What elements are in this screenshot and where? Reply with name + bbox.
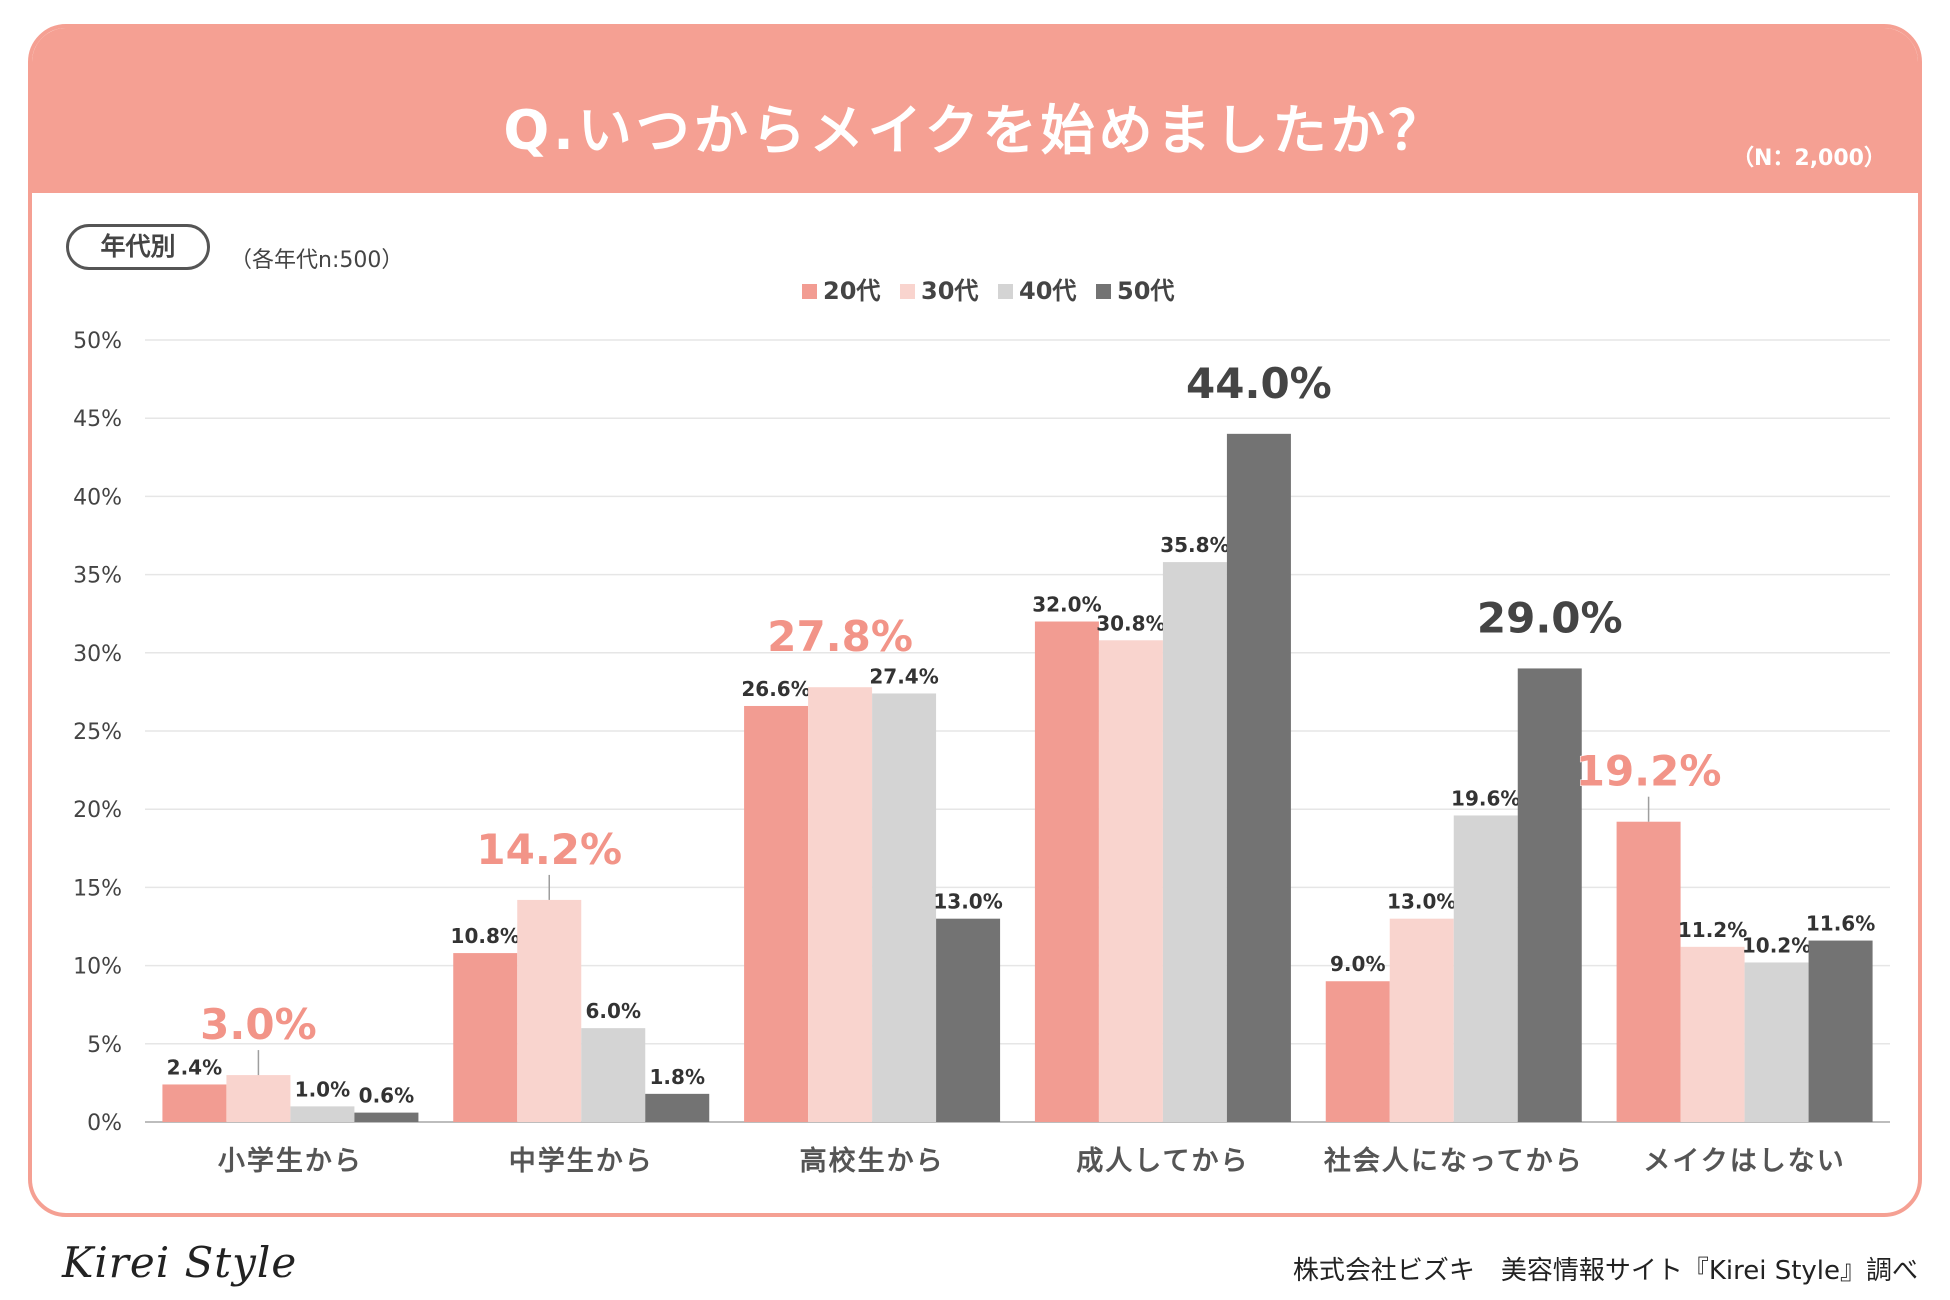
bar [354, 1112, 419, 1122]
data-label-highlight: 19.2% [1576, 747, 1722, 796]
data-label: 10.2% [1742, 933, 1811, 957]
bar [744, 705, 809, 1122]
data-label: 2.4% [167, 1055, 222, 1079]
bar [1616, 821, 1681, 1122]
x-category-label: 高校生から [800, 1145, 945, 1177]
legend-label: 50代 [1117, 277, 1174, 305]
footer-credit: 株式会社ビズキ 美容情報サイト『Kirei Style』調べ [1292, 1256, 1918, 1286]
x-category-label: 成人してから [1076, 1146, 1249, 1177]
y-tick-label: 35% [73, 564, 122, 589]
bar [645, 1093, 710, 1122]
legend-swatch [900, 284, 915, 299]
data-label-highlight: 14.2% [476, 825, 622, 874]
group-pill: 年代別 [66, 224, 210, 270]
data-label-highlight: 44.0% [1186, 359, 1332, 408]
legend-swatch [1096, 284, 1111, 299]
bar [1389, 918, 1454, 1122]
data-label-highlight: 29.0% [1477, 593, 1623, 642]
bar [162, 1084, 227, 1122]
bar [808, 687, 873, 1122]
bar [1325, 981, 1390, 1122]
data-label: 1.8% [650, 1065, 705, 1089]
data-label: 11.2% [1678, 918, 1747, 942]
data-label: 27.4% [869, 664, 938, 688]
bar [1680, 946, 1745, 1122]
group-note: （各年代n:500） [230, 248, 404, 273]
data-label: 1.0% [295, 1077, 350, 1101]
bar [936, 918, 1001, 1122]
y-tick-label: 10% [73, 955, 122, 980]
data-label: 9.0% [1330, 952, 1385, 976]
card-header: Q.いつからメイクを始めましたか？ （N：2,000） [32, 28, 1918, 193]
data-label-highlight: 27.8% [767, 612, 913, 661]
y-tick-label: 45% [73, 407, 122, 432]
legend-label: 40代 [1019, 277, 1076, 305]
data-label: 19.6% [1451, 786, 1520, 810]
data-label: 11.6% [1806, 912, 1875, 936]
y-tick-label: 15% [73, 876, 122, 901]
bar [1034, 621, 1099, 1122]
x-category-label: 社会人になってから [1324, 1145, 1584, 1177]
bar [1098, 640, 1163, 1122]
kirei-style-logo: Kirei Style [62, 1238, 298, 1287]
data-label: 26.6% [741, 677, 810, 701]
data-label: 30.8% [1096, 611, 1165, 635]
legend-swatch [998, 284, 1013, 299]
bar [872, 693, 937, 1122]
bar [517, 899, 582, 1122]
legend-label: 20代 [823, 277, 880, 305]
data-label: 10.8% [451, 924, 520, 948]
bar-chart: 0% 5% 10% 15% 20% 25% 30% 35% 40% 45% 50% 20代 30代 40代… [73, 277, 1890, 1177]
chart-title: Q.いつからメイクを始めましたか？ [503, 99, 1447, 162]
bar [1226, 433, 1291, 1123]
bar [1517, 668, 1582, 1122]
x-category-label: 中学生から [509, 1145, 654, 1177]
sample-total: （N：2,000） [1731, 146, 1886, 171]
data-label-highlight: 3.0% [200, 1000, 316, 1049]
y-tick-label: 20% [73, 798, 122, 823]
data-label: 13.0% [1387, 890, 1456, 914]
legend-swatch [802, 284, 817, 299]
bar [453, 953, 518, 1122]
data-label: 0.6% [359, 1084, 414, 1108]
y-tick-label: 0% [87, 1111, 122, 1136]
data-label: 6.0% [586, 999, 641, 1023]
bar [581, 1028, 646, 1122]
y-tick-label: 25% [73, 720, 122, 745]
x-category-label: 小学生から [218, 1145, 363, 1177]
data-label: 35.8% [1160, 533, 1229, 557]
y-tick-label: 40% [73, 485, 122, 510]
legend-label: 30代 [921, 277, 978, 305]
bar [226, 1075, 291, 1122]
data-label: 13.0% [933, 890, 1002, 914]
bar [1744, 962, 1809, 1122]
y-tick-label: 30% [73, 642, 122, 667]
x-category-label: メイクはしない [1643, 1146, 1845, 1177]
bar [1162, 562, 1227, 1122]
bar [290, 1106, 355, 1122]
y-tick-label: 50% [73, 329, 122, 354]
data-label: 32.0% [1032, 593, 1101, 617]
bar [1453, 815, 1518, 1122]
y-tick-label: 5% [87, 1033, 122, 1058]
bar [1808, 940, 1873, 1122]
